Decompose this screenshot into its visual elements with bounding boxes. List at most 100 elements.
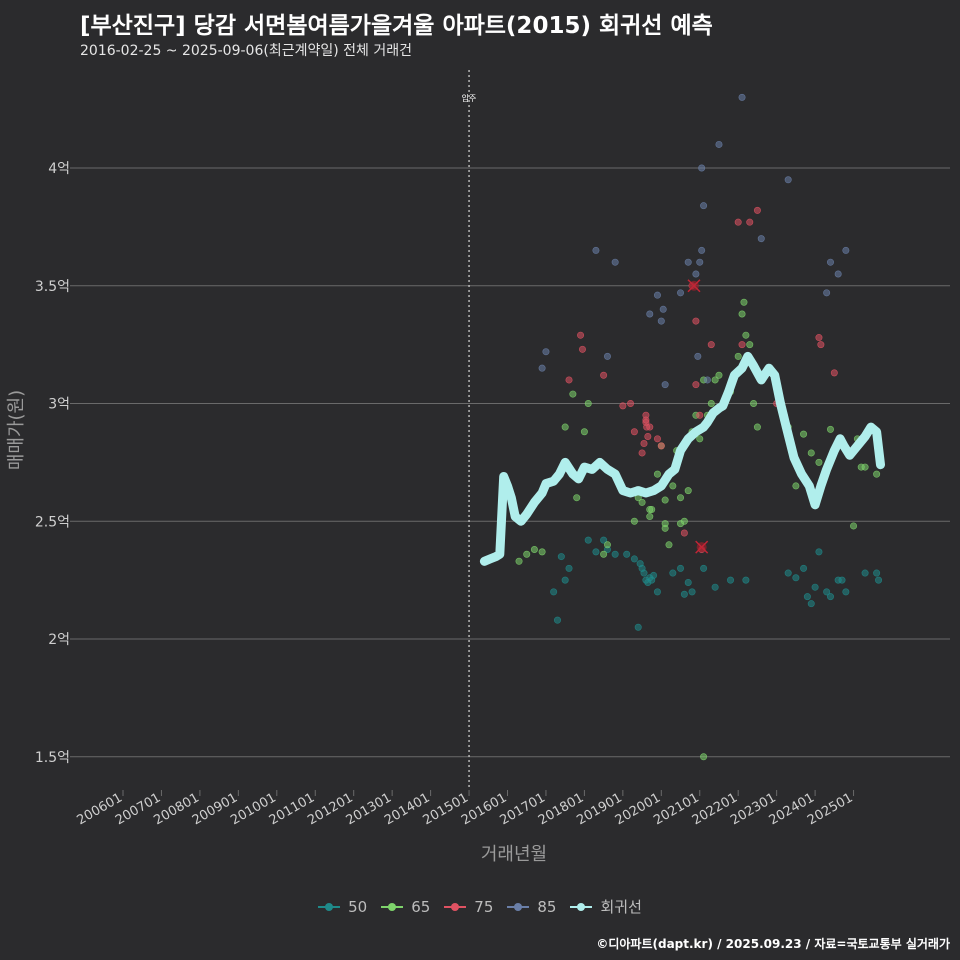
scatter-point-75	[753, 206, 761, 214]
scatter-point-50	[803, 593, 811, 601]
legend-item: 회귀선	[570, 896, 642, 917]
legend-label: 75	[474, 897, 494, 916]
scatter-point-85	[834, 270, 842, 278]
scatter-point-85	[757, 235, 765, 243]
scatter-point-65	[580, 428, 588, 436]
scatter-point-75	[738, 341, 746, 349]
scatter-point-75	[817, 341, 825, 349]
scatter-point-65	[646, 513, 654, 521]
scatter-point-75	[630, 428, 638, 436]
scatter-point-75	[600, 371, 608, 379]
y-tick-label: 3억	[48, 397, 70, 413]
scatter-point-85	[659, 305, 667, 313]
scatter-point-65	[648, 505, 656, 513]
scatter-point-75	[815, 334, 823, 342]
scatter-point-75	[746, 218, 754, 226]
scatter-point-50	[630, 555, 638, 563]
scatter-point-85	[823, 289, 831, 297]
legend-key	[507, 902, 530, 912]
scatter-point-65	[638, 498, 646, 506]
legend-label: 85	[537, 897, 557, 916]
chart-subtitle: 2016-02-25 ~ 2025-09-06(최근계약일) 전체 거래건	[80, 43, 412, 59]
scatter-point-85	[653, 291, 661, 299]
legend-label: 회귀선	[600, 898, 642, 916]
scatter-point-75	[619, 402, 627, 410]
legend-item: 50	[318, 896, 367, 917]
scatter-point-75	[638, 449, 646, 457]
scatter-point-65	[750, 399, 758, 407]
scatter-point-85	[715, 140, 723, 148]
legend-key	[444, 902, 467, 912]
scatter-point-50	[677, 564, 685, 572]
scatter-point-65	[873, 470, 881, 478]
scatter-point-75	[692, 317, 700, 325]
scatter-point-50	[561, 576, 569, 584]
y-tick-label: 3.5억	[35, 279, 70, 295]
scatter-point-50	[784, 569, 792, 577]
scatter-point-65	[530, 546, 538, 554]
scatter-point-75	[627, 399, 635, 407]
scatter-point-65	[523, 550, 531, 558]
scatter-point-75	[577, 331, 585, 339]
scatter-point-85	[657, 317, 665, 325]
scatter-point-65	[734, 352, 742, 360]
y-tick-label: 4억	[48, 161, 70, 177]
scatter-point-75	[657, 442, 665, 450]
scatter-point-65	[661, 496, 669, 504]
scatter-point-50	[811, 583, 819, 591]
scatter-point-65	[815, 458, 823, 466]
scatter-point-50	[640, 569, 648, 577]
scatter-point-50	[680, 590, 688, 598]
scatter-point-85	[698, 164, 706, 172]
scatter-point-85	[611, 258, 619, 266]
scatter-point-75	[830, 369, 838, 377]
scatter-point-75	[653, 435, 661, 443]
scatter-point-85	[784, 176, 792, 184]
highlight-cross	[687, 279, 701, 293]
scatter-point-85	[738, 93, 746, 101]
scatter-point-75	[646, 423, 654, 431]
legend-item: 85	[507, 896, 556, 917]
scatter-point-65	[753, 423, 761, 431]
scatter-point-65	[684, 487, 692, 495]
scatter-point-65	[707, 399, 715, 407]
scatter-point-50	[553, 616, 561, 624]
scatter-point-65	[665, 541, 673, 549]
scatter-point-65	[738, 310, 746, 318]
scatter-point-65	[661, 524, 669, 532]
scatter-point-50	[842, 588, 850, 596]
scatter-point-65	[573, 494, 581, 502]
scatter-point-50	[711, 583, 719, 591]
scatter-point-65	[826, 425, 834, 433]
scatter-point-50	[727, 576, 735, 584]
scatter-point-50	[861, 569, 869, 577]
y-tick-label: 2억	[48, 632, 70, 648]
scatter-point-50	[669, 569, 677, 577]
scatter-point-65	[740, 298, 748, 306]
scatter-point-50	[742, 576, 750, 584]
legend-label: 65	[411, 897, 431, 916]
scatter-point-65	[600, 550, 608, 558]
scatter-point-50	[826, 593, 834, 601]
scatter-point-75	[696, 411, 704, 419]
scatter-point-75	[644, 432, 652, 440]
scatter-point-85	[700, 202, 708, 210]
scatter-point-65	[746, 341, 754, 349]
scatter-point-85	[592, 246, 600, 254]
scatter-point-65	[677, 494, 685, 502]
scatter-point-75	[707, 341, 715, 349]
scatter-point-50	[557, 553, 565, 561]
scatter-point-85	[603, 352, 611, 360]
scatter-point-65	[800, 430, 808, 438]
scatter-point-85	[694, 352, 702, 360]
scatter-point-65	[742, 331, 750, 339]
scatter-point-65	[603, 541, 611, 549]
scatter-point-65	[696, 435, 704, 443]
chart-title: [부산진구] 당감 서면봄여름가을겨울 아파트(2015) 회귀선 예측	[80, 13, 713, 39]
scatter-point-85	[696, 258, 704, 266]
scatter-point-50	[688, 588, 696, 596]
scatter-point-85	[542, 348, 550, 356]
scatter-point-50	[650, 571, 658, 579]
scatter-point-50	[807, 600, 815, 608]
